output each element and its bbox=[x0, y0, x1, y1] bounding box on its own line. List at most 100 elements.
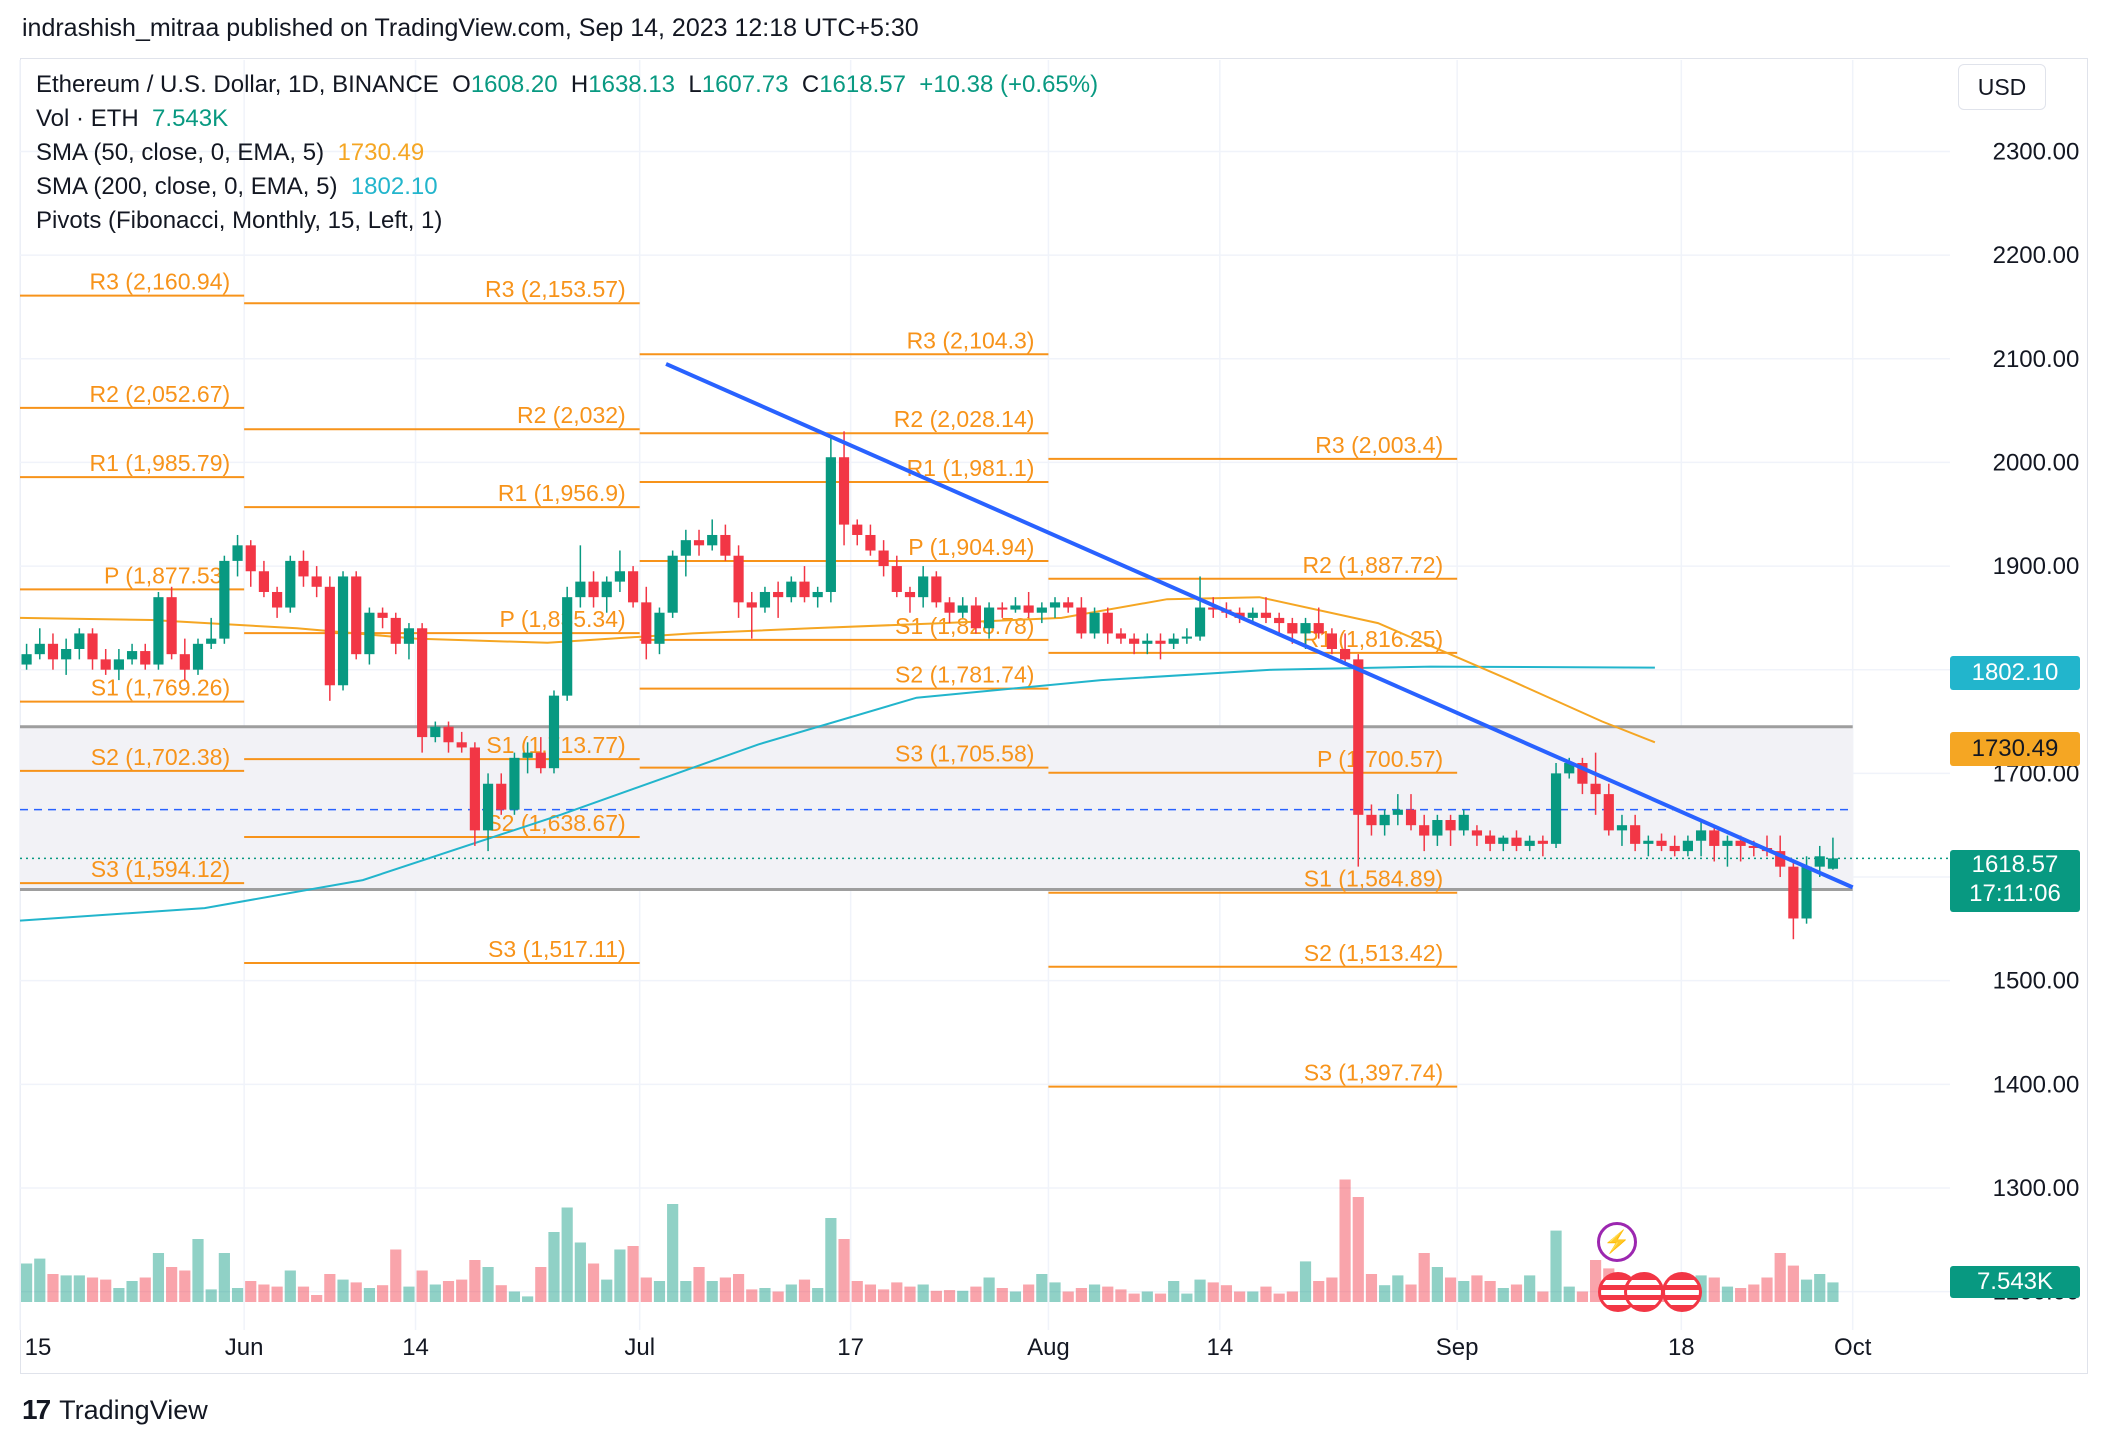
candle-body bbox=[1102, 612, 1113, 634]
candle-body bbox=[1432, 820, 1443, 836]
volume-bar bbox=[535, 1267, 547, 1302]
volume-bar bbox=[1524, 1275, 1536, 1302]
candle-body bbox=[1405, 809, 1417, 826]
y-tick-label-8: 1500.00 bbox=[1993, 968, 2080, 995]
candle-body bbox=[1010, 605, 1021, 610]
volume-bar bbox=[522, 1296, 534, 1302]
candle-body bbox=[1788, 866, 1799, 919]
pivot-label-S3-2: S3 (1,705.58) bbox=[895, 741, 1034, 767]
volume-bar bbox=[798, 1279, 811, 1302]
volume-bar bbox=[1563, 1286, 1575, 1302]
candle-body bbox=[232, 545, 243, 561]
volume-bar bbox=[1313, 1281, 1325, 1302]
legend-symbol[interactable]: Ethereum / U.S. Dollar, 1D, BINANCE bbox=[36, 71, 439, 98]
volume-bar bbox=[1708, 1277, 1720, 1302]
candle-body bbox=[535, 752, 546, 769]
sma50-price-tag: 1730.49 bbox=[1950, 732, 2080, 766]
candle-body bbox=[1353, 659, 1364, 815]
candle-body bbox=[1274, 617, 1285, 624]
candle-body bbox=[311, 576, 322, 587]
volume-bar bbox=[653, 1281, 666, 1302]
volume-bar bbox=[456, 1279, 468, 1302]
candle-body bbox=[588, 581, 599, 598]
candle-body bbox=[272, 591, 283, 608]
legend-low-value: 1607.73 bbox=[701, 71, 789, 98]
us-flag-event-icon-3[interactable] bbox=[1662, 1272, 1702, 1312]
volume-bar bbox=[1009, 1291, 1022, 1302]
volume-bar bbox=[930, 1290, 942, 1302]
candle-body bbox=[113, 659, 124, 670]
volume-bar bbox=[139, 1277, 151, 1302]
sma50-line bbox=[19, 596, 1656, 744]
candle-body bbox=[403, 628, 415, 644]
volume-bar bbox=[34, 1258, 46, 1302]
pivot-label-R1-3: R1 (1,816.25) bbox=[1303, 626, 1444, 652]
candle-body bbox=[1445, 820, 1456, 831]
candle-body bbox=[179, 654, 190, 670]
volume-bar bbox=[350, 1282, 362, 1302]
candle-body bbox=[1260, 612, 1272, 618]
volume-bar bbox=[1286, 1291, 1298, 1302]
legend-sma200-row[interactable]: SMA (200, close, 0, EMA, 5) 1802.10 bbox=[36, 170, 1098, 204]
legend-low-label: L bbox=[688, 71, 702, 98]
volume-bar bbox=[667, 1204, 679, 1302]
volume-bar bbox=[126, 1281, 138, 1302]
candle-body bbox=[601, 581, 612, 598]
pivot-label-S1-3: S1 (1,584.89) bbox=[1304, 866, 1443, 892]
volume-bar bbox=[1181, 1293, 1193, 1302]
legend-sma50-row[interactable]: SMA (50, close, 0, EMA, 5) 1730.49 bbox=[36, 136, 1098, 170]
tradingview-logo[interactable]: 17 TradingView bbox=[22, 1394, 208, 1426]
volume-bar bbox=[1036, 1274, 1048, 1302]
pivot-label-R1-1: R1 (1,956.9) bbox=[498, 480, 626, 506]
volume-bar bbox=[1075, 1288, 1087, 1302]
candle-body bbox=[1300, 623, 1311, 634]
pivot-label-R2-2: R2 (2,028.14) bbox=[894, 406, 1035, 432]
pivot-label-R2-0: R2 (2,052.67) bbox=[90, 381, 231, 407]
candle-body bbox=[1115, 633, 1127, 639]
volume-bar bbox=[86, 1277, 99, 1302]
last-price-tag: 1618.57 17:11:06 bbox=[1950, 850, 2080, 912]
volume-bar bbox=[1761, 1277, 1773, 1302]
legend-volume-row[interactable]: Vol · ETH 7.543K bbox=[36, 102, 1098, 136]
candle-body bbox=[522, 752, 533, 758]
pivot-label-R2-1: R2 (2,032) bbox=[517, 402, 626, 428]
y-tick-label-4: 1900.00 bbox=[1993, 553, 2080, 580]
candle-body bbox=[153, 597, 164, 665]
sma200-price-tag-value: 1802.10 bbox=[1971, 659, 2059, 686]
volume-bar bbox=[1484, 1281, 1496, 1302]
volume-bar bbox=[1405, 1284, 1417, 1302]
volume-bar bbox=[601, 1279, 613, 1302]
candle-body bbox=[21, 654, 32, 665]
volume-bar bbox=[1774, 1253, 1786, 1302]
volume-bar bbox=[495, 1285, 507, 1302]
candle-body bbox=[1379, 814, 1390, 826]
currency-button[interactable]: USD bbox=[1958, 64, 2046, 110]
candle-body bbox=[1643, 840, 1654, 844]
volume-bar bbox=[627, 1246, 639, 1302]
volume-bar bbox=[693, 1267, 705, 1302]
y-tick-label-1: 2200.00 bbox=[1993, 242, 2080, 269]
candle-body bbox=[1735, 840, 1746, 846]
candle-body bbox=[1485, 835, 1496, 844]
legend-close-value: 1618.57 bbox=[819, 71, 906, 98]
pivot-label-R3-1: R3 (2,153.57) bbox=[485, 276, 626, 302]
volume-bar bbox=[1234, 1291, 1246, 1302]
volume-bar bbox=[917, 1284, 929, 1302]
volume-bar bbox=[47, 1274, 59, 1302]
volume-bar bbox=[732, 1274, 745, 1302]
legend-sma50-value: 1730.49 bbox=[337, 139, 425, 166]
volume-bar bbox=[469, 1260, 481, 1302]
us-flag-event-icon-2[interactable] bbox=[1624, 1272, 1664, 1312]
lightning-event-icon[interactable]: ⚡ bbox=[1597, 1222, 1637, 1262]
volume-bar bbox=[812, 1288, 824, 1302]
legend-close-label: C bbox=[801, 71, 820, 98]
volume-bar bbox=[614, 1249, 626, 1302]
volume-bar bbox=[1273, 1293, 1285, 1302]
legend-pivots-row[interactable]: Pivots (Fibonacci, Monthly, 15, Left, 1) bbox=[36, 204, 1098, 238]
volume-bar bbox=[324, 1274, 336, 1302]
pivot-label-R3-2: R3 (2,104.3) bbox=[907, 327, 1035, 353]
candle-body bbox=[759, 591, 771, 608]
volume-bar bbox=[1299, 1261, 1312, 1302]
volume-bar bbox=[1260, 1286, 1272, 1302]
